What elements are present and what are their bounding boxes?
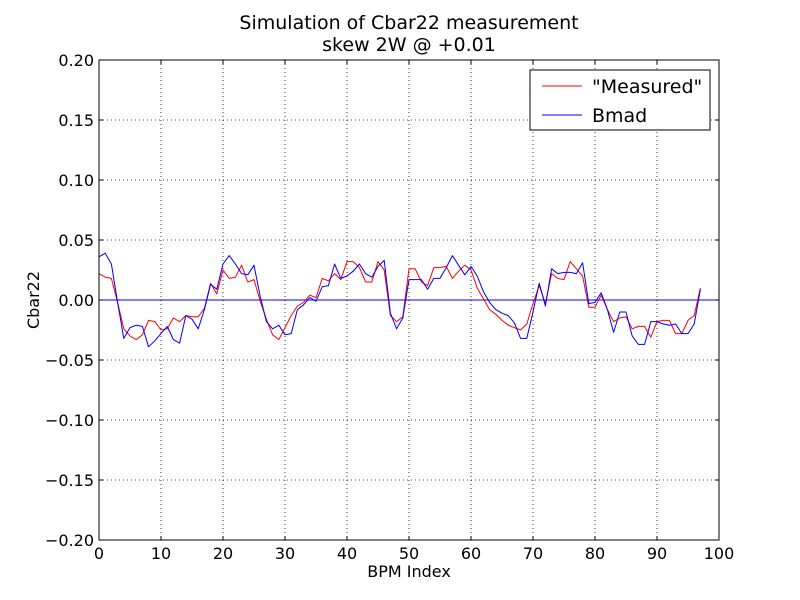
- legend-box: [529, 69, 711, 131]
- x-tick-label: 70: [523, 544, 543, 563]
- x-tick-label: 50: [399, 544, 419, 563]
- legend-label-measured: "Measured": [592, 76, 702, 98]
- y-tick-label: 0.00: [58, 291, 94, 310]
- x-tick-label: 10: [151, 544, 171, 563]
- legend-label-bmad: Bmad: [592, 105, 647, 127]
- y-tick-label: −0.15: [45, 471, 94, 490]
- x-tick-label: 40: [337, 544, 357, 563]
- x-tick-label: 0: [94, 544, 104, 563]
- x-axis-label: BPM Index: [367, 562, 451, 581]
- series-group: [98, 252, 701, 348]
- y-tick-label: −0.05: [45, 351, 94, 370]
- y-tick-label: 0.20: [58, 51, 94, 70]
- y-tick-label: −0.20: [45, 531, 94, 550]
- y-axis-label: Cbar22: [24, 271, 43, 329]
- y-tick-label: 0.10: [58, 171, 94, 190]
- ticks: 0 10 20 30 40 50 60 70 80 90 100 −0.20 −0.15 −0.10 −0.…: [45, 51, 734, 563]
- x-tick-label: 80: [585, 544, 605, 563]
- x-tick-label: 20: [213, 544, 233, 563]
- y-tick-label: −0.10: [45, 411, 94, 430]
- series-line-measured: [98, 261, 701, 341]
- x-tick-label: 60: [461, 544, 481, 563]
- x-tick-label: 30: [275, 544, 295, 563]
- y-tick-label: 0.05: [58, 231, 94, 250]
- y-tick-label: 0.15: [58, 111, 94, 130]
- x-tick-label: 90: [647, 544, 667, 563]
- series-line-bmad: [98, 252, 701, 348]
- chart-subtitle: skew 2W @ +0.01: [322, 34, 496, 56]
- legend: "Measured" Bmad: [529, 69, 711, 131]
- x-tick-label: 100: [704, 544, 735, 563]
- chart-title: Simulation of Cbar22 measurement: [239, 12, 578, 34]
